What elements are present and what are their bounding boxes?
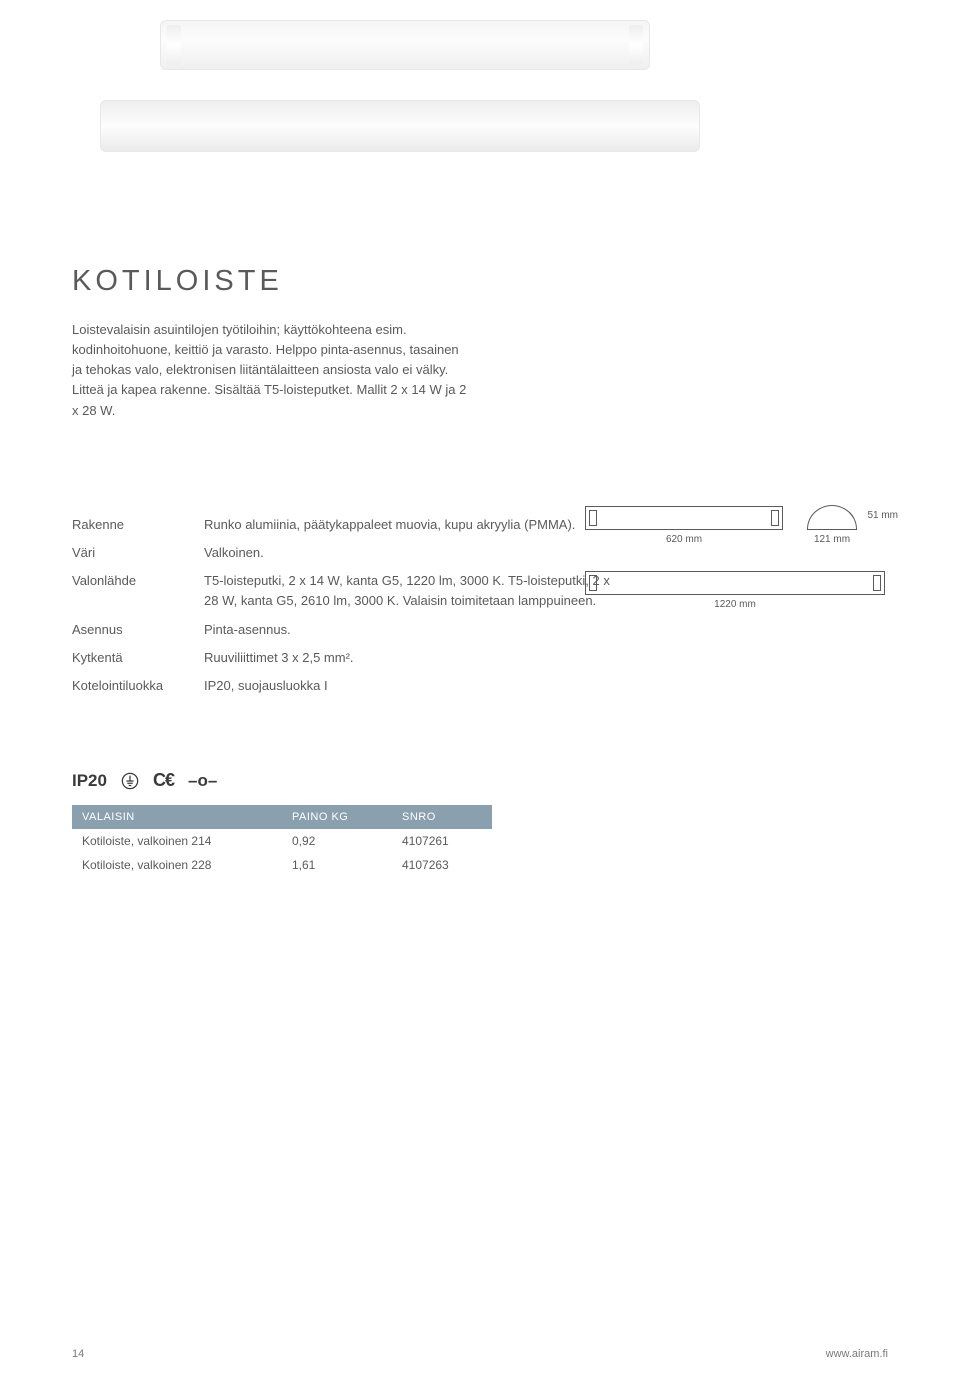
- diagram-arc: 51 mm: [807, 505, 857, 530]
- class-mark: –o–: [188, 771, 217, 791]
- table-cell: Kotiloiste, valkoinen 214: [72, 829, 282, 853]
- table-cell: 1,61: [282, 853, 392, 877]
- earth-icon: [121, 772, 139, 790]
- spec-value: Runko alumiinia, päätykappaleet muovia, …: [204, 515, 612, 535]
- product-image-1: [160, 20, 650, 70]
- table-cell: Kotiloiste, valkoinen 228: [72, 853, 282, 877]
- dimension-diagram: 620 mm 51 mm 121 mm 1220 mm: [585, 505, 915, 610]
- table-header: PAINO KG: [282, 805, 392, 829]
- dim-label: 121 mm: [807, 534, 857, 545]
- spec-value: Valkoinen.: [204, 543, 612, 563]
- table-cell: 4107261: [392, 829, 492, 853]
- page-number: 14: [72, 1348, 84, 1360]
- product-image-block: [160, 20, 660, 152]
- table-cell: 0,92: [282, 829, 392, 853]
- intro-text: Loistevalaisin asuintilojen työtiloihin;…: [72, 320, 472, 421]
- spec-row: Valonlähde T5-loisteputki, 2 x 14 W, kan…: [72, 571, 612, 611]
- spec-label: Asennus: [72, 620, 204, 640]
- diagram-rect-1220: [585, 571, 885, 595]
- spec-value: IP20, suojausluokka I: [204, 676, 612, 696]
- ip-rating-badge: IP20: [72, 771, 107, 791]
- spec-label: Kytkentä: [72, 648, 204, 668]
- diagram-rect-620: [585, 506, 783, 530]
- spec-row: Kotelointiluokka IP20, suojausluokka I: [72, 676, 612, 696]
- badges-row: IP20 C€ –o–: [72, 770, 217, 791]
- dim-label: 620 mm: [585, 534, 783, 545]
- dim-label: 51 mm: [867, 510, 898, 521]
- table-header: SNRO: [392, 805, 492, 829]
- dim-label: 1220 mm: [714, 599, 756, 610]
- spec-table: Rakenne Runko alumiinia, päätykappaleet …: [72, 515, 612, 704]
- spec-label: Kotelointiluokka: [72, 676, 204, 696]
- table-header-row: VALAISIN PAINO KG SNRO: [72, 805, 492, 829]
- product-table: VALAISIN PAINO KG SNRO Kotiloiste, valko…: [72, 805, 492, 877]
- spec-row: Rakenne Runko alumiinia, päätykappaleet …: [72, 515, 612, 535]
- page-title: KOTILOISTE: [72, 265, 283, 298]
- spec-label: Valonlähde: [72, 571, 204, 611]
- table-row: Kotiloiste, valkoinen 214 0,92 4107261: [72, 829, 492, 853]
- spec-label: Rakenne: [72, 515, 204, 535]
- spec-row: Väri Valkoinen.: [72, 543, 612, 563]
- spec-value: Pinta-asennus.: [204, 620, 612, 640]
- ce-mark: C€: [153, 770, 174, 791]
- page-footer: 14 www.airam.fi: [72, 1348, 888, 1360]
- table-header: VALAISIN: [72, 805, 282, 829]
- spec-label: Väri: [72, 543, 204, 563]
- spec-row: Kytkentä Ruuviliittimet 3 x 2,5 mm².: [72, 648, 612, 668]
- spec-row: Asennus Pinta-asennus.: [72, 620, 612, 640]
- table-cell: 4107263: [392, 853, 492, 877]
- footer-url: www.airam.fi: [826, 1348, 888, 1360]
- table-row: Kotiloiste, valkoinen 228 1,61 4107263: [72, 853, 492, 877]
- spec-value: Ruuviliittimet 3 x 2,5 mm².: [204, 648, 612, 668]
- product-image-2: [100, 100, 700, 152]
